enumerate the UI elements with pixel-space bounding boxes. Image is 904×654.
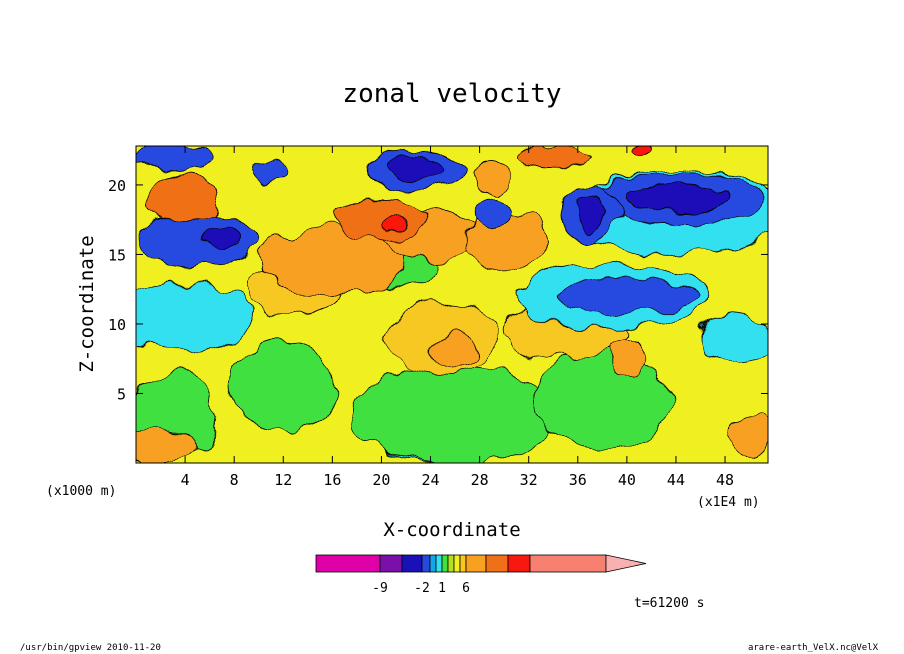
colorbar-segment xyxy=(429,554,437,573)
contour-region xyxy=(626,185,726,212)
contour-region xyxy=(203,226,241,250)
colorbar-segment xyxy=(315,554,381,573)
colorbar-segment xyxy=(421,554,431,573)
colorbar-segment xyxy=(435,554,443,573)
contour-region xyxy=(700,312,768,364)
y-tick-label: 5 xyxy=(117,385,126,403)
x-tick-label: 28 xyxy=(471,471,489,489)
colorbar-segment xyxy=(447,554,455,573)
x-tick-label: 20 xyxy=(372,471,390,489)
colorbar-extension xyxy=(605,554,647,573)
colorbar-segment xyxy=(453,554,461,573)
contour-region xyxy=(430,331,481,367)
x-unit-label: (x1E4 m) xyxy=(697,495,760,510)
contour-region xyxy=(136,281,253,353)
plot-frame xyxy=(135,145,769,464)
x-tick-label: 48 xyxy=(716,471,734,489)
x-axis: 4 8 12 16 20 24 28 32 36 40 44 48 xyxy=(181,146,734,489)
contour-region xyxy=(730,413,768,457)
contour-region xyxy=(252,156,290,186)
plot-area xyxy=(136,146,768,463)
x-tick-label: 12 xyxy=(274,471,292,489)
colorbar-segment xyxy=(379,554,403,573)
colorbar-segment xyxy=(485,554,509,573)
x-tick-label: 8 xyxy=(230,471,239,489)
y-unit-label: (x1000 m) xyxy=(46,484,116,499)
y-tick-label: 10 xyxy=(108,316,126,334)
colorbar-segment xyxy=(507,554,531,573)
colorbar-segment xyxy=(459,554,467,573)
contour-regions xyxy=(136,146,768,463)
contour-region xyxy=(476,198,508,228)
contour-region xyxy=(383,219,404,234)
y-axis: 5 10 15 20 xyxy=(108,177,768,403)
y-axis-label: Z-coordinate xyxy=(76,235,98,372)
contour-region xyxy=(136,215,260,266)
x-axis-label: X-coordinate xyxy=(383,519,520,541)
chart-title: zonal velocity xyxy=(342,79,561,109)
contour-region xyxy=(227,341,339,432)
x-tick-label: 16 xyxy=(323,471,341,489)
y-tick-label: 15 xyxy=(108,246,126,264)
x-tick-label: 36 xyxy=(569,471,587,489)
contour-region xyxy=(473,160,511,196)
colorbar-segment xyxy=(441,554,449,573)
colorbar-tick-label: -9 xyxy=(372,581,388,596)
x-tick-label: 40 xyxy=(618,471,636,489)
colorbar-tick-label: 1 xyxy=(438,581,446,596)
contour-region xyxy=(552,279,701,314)
footer-program: /usr/bin/gpview 2010-11-20 xyxy=(20,643,161,653)
footer-file: arare-earth_VelX.nc@VelX xyxy=(748,643,879,653)
contour-region xyxy=(136,429,198,463)
contour-region xyxy=(516,146,591,169)
colorbar xyxy=(315,554,647,573)
y-tick-label: 20 xyxy=(108,177,126,195)
colorbar-ticks: -9 -2 1 6 xyxy=(372,581,470,596)
contour-region xyxy=(338,198,425,241)
contour-region xyxy=(258,226,407,297)
x-tick-label: 32 xyxy=(520,471,538,489)
contour-region xyxy=(573,195,607,230)
colorbar-segment xyxy=(529,554,607,573)
contour-region xyxy=(136,146,211,172)
contour-region xyxy=(387,155,450,182)
time-label: t=61200 s xyxy=(634,596,704,611)
contour-region xyxy=(534,351,671,450)
colorbar-segment xyxy=(465,554,487,573)
x-tick-label: 44 xyxy=(667,471,685,489)
contour-region xyxy=(350,365,560,463)
x-tick-label: 4 xyxy=(181,471,190,489)
colorbar-tick-label: 6 xyxy=(462,581,470,596)
colorbar-tick-label: -2 xyxy=(414,581,430,596)
colorbar-segment xyxy=(401,554,423,573)
x-tick-label: 24 xyxy=(421,471,439,489)
contour-region xyxy=(611,338,643,379)
